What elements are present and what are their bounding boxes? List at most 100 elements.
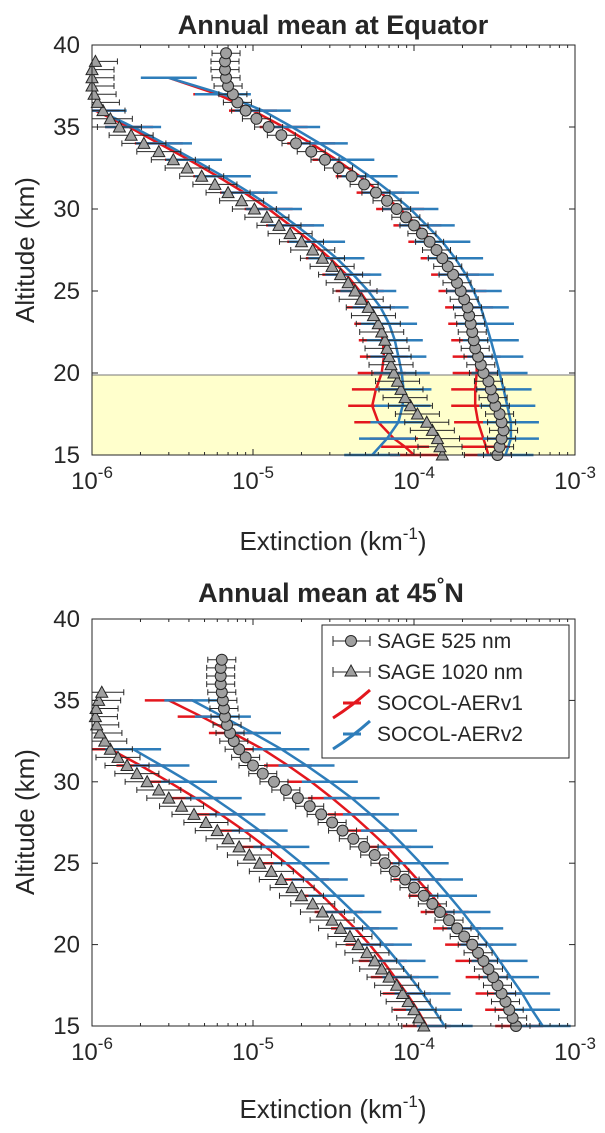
data-point-circle — [426, 897, 439, 910]
data-point-circle — [358, 840, 371, 853]
data-point-circle — [408, 219, 420, 232]
data-point-circle — [417, 889, 430, 902]
data-point-circle — [415, 227, 428, 240]
data-point-triangle — [430, 431, 445, 445]
data-point-triangle — [403, 398, 418, 412]
data-point-circle — [332, 162, 345, 174]
x-tick-label: 10-5 — [232, 1034, 274, 1066]
data-point-triangle — [103, 111, 118, 125]
data-point-triangle — [199, 815, 213, 828]
y-tick-label: 40 — [53, 32, 80, 59]
data-point-circle — [423, 235, 436, 248]
plot-area — [88, 653, 571, 1032]
plot-frame — [91, 618, 576, 1027]
data-point-circle — [466, 938, 479, 951]
data-point-triangle — [374, 324, 389, 338]
data-point-triangle — [425, 423, 440, 436]
data-point-circle — [436, 252, 449, 265]
data-point-triangle — [325, 259, 339, 272]
circle-marker-icon — [345, 635, 357, 647]
data-point-triangle — [367, 953, 382, 967]
legend-label: SOCOL-AERv2 — [377, 723, 523, 746]
data-point-circle — [368, 849, 381, 862]
data-point-triangle — [433, 439, 447, 453]
data-point-circle — [388, 865, 401, 878]
data-point-circle — [291, 792, 304, 805]
data-point-triangle — [285, 880, 299, 894]
data-point-triangle — [187, 807, 201, 820]
x-axis-label: Extinction (km-1) — [239, 1092, 426, 1124]
data-point-circle — [443, 914, 456, 927]
data-point-triangle — [387, 365, 401, 379]
data-point-triangle — [315, 251, 330, 264]
data-point-triangle — [111, 750, 125, 763]
legend-entry-socol-v1: SOCOL-AERv1 — [332, 688, 523, 720]
data-point-circle — [358, 178, 371, 191]
data-point-triangle — [333, 921, 348, 934]
data-point-triangle — [419, 415, 434, 428]
legend-entry-sage1020: SAGE 1020 nm — [332, 661, 523, 684]
y-axis-label: Altitude (km) — [10, 177, 40, 323]
axis-ticks: 10-6 10-5 10-4 10-3 15 20 25 30 35 40 — [53, 606, 596, 1066]
data-point-circle — [305, 145, 318, 158]
plot-frame — [91, 44, 576, 456]
y-tick-label: 25 — [53, 850, 80, 877]
data-point-triangle — [208, 177, 222, 190]
data-point-triangle — [305, 242, 320, 256]
data-point-circle — [336, 824, 349, 837]
y-tick-label: 20 — [53, 360, 80, 387]
data-point-triangle — [389, 978, 404, 991]
data-point-circle — [215, 653, 228, 666]
data-point-triangle — [272, 218, 286, 231]
data-point-triangle — [380, 341, 394, 354]
data-point-triangle — [325, 913, 339, 926]
panel-equator: Annual mean at Equator 10-6 10-5 10-4 10-31… — [10, 10, 596, 556]
data-point-circle — [390, 203, 403, 215]
data-point-circle — [326, 816, 339, 829]
data-point-triangle — [305, 896, 320, 910]
data-point-triangle — [130, 766, 144, 780]
x-tick-label: 10-6 — [71, 1034, 113, 1066]
x-tick-label: 10-3 — [554, 1034, 596, 1066]
data-point-circle — [430, 244, 443, 256]
y-axis-label: Altitude (km) — [10, 749, 40, 895]
y-tick-label: 35 — [53, 114, 80, 141]
data-point-triangle — [361, 300, 376, 313]
data-point-triangle — [294, 234, 309, 248]
legend-entry-sage525: SAGE 525 nm — [332, 630, 511, 653]
x-tick-label: 10-4 — [393, 1034, 435, 1066]
data-point-triangle — [221, 185, 235, 199]
data-point-triangle — [410, 406, 425, 420]
series-line — [132, 748, 446, 1027]
data-point-circle — [447, 268, 460, 281]
data-point-circle — [441, 260, 454, 273]
legend-label: SOCOL-AERv1 — [377, 692, 523, 715]
data-point-triangle — [97, 734, 112, 747]
x-axis-label: Extinction (km-1) — [239, 524, 426, 556]
data-point-triangle — [378, 333, 392, 346]
data-point-triangle — [283, 226, 297, 240]
data-point-circle — [262, 121, 275, 133]
data-point-triangle — [394, 382, 408, 395]
data-point-circle — [315, 808, 328, 821]
x-tick-label: 10-4 — [393, 463, 435, 495]
data-point-triangle — [174, 799, 189, 812]
data-point-triangle — [137, 136, 151, 149]
y-tick-label: 40 — [53, 606, 80, 633]
data-point-circle — [239, 104, 252, 117]
y-tick-label: 15 — [53, 1013, 80, 1040]
data-point-circle — [250, 112, 263, 125]
panel-title: Annual mean at Equator — [178, 10, 489, 40]
data-point-triangle — [112, 119, 127, 133]
data-point-circle — [381, 194, 394, 207]
data-point-circle — [239, 751, 252, 764]
data-point-triangle — [395, 986, 410, 999]
data-point-triangle — [242, 848, 257, 861]
data-point-triangle — [124, 128, 138, 141]
line-swatch-icon — [332, 719, 371, 751]
data-point-triangle — [166, 152, 181, 166]
data-point-circle — [303, 800, 316, 813]
legend-entry-socol-v2: SOCOL-AERv2 — [332, 719, 523, 751]
data-point-triangle — [274, 872, 289, 885]
